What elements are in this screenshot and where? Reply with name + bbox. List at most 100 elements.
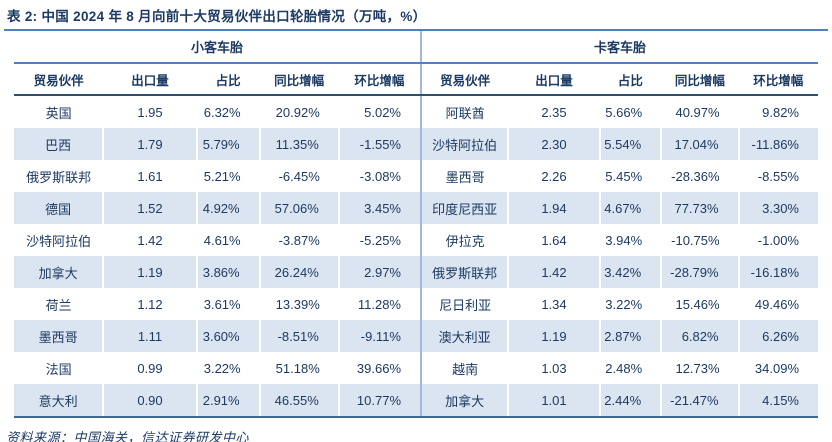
- table-row: 俄罗斯联邦 1.61 5.21% -6.45% -3.08%: [14, 160, 420, 192]
- volume-cell: 1.01: [507, 384, 600, 416]
- partner-cell: 德国: [14, 192, 104, 224]
- group-header-row: 卡客车胎: [421, 31, 818, 63]
- partner-cell: 沙特阿拉伯: [26, 233, 92, 249]
- partner-cell: 越南: [452, 361, 479, 377]
- partner-cell: 阿联酋: [445, 105, 485, 121]
- share-cell: 3.22%: [203, 360, 241, 376]
- mom-cell: 39.66%: [356, 360, 401, 376]
- share-cell: 2.48%: [605, 360, 643, 376]
- mom-cell: 34.09%: [754, 360, 799, 376]
- table-row: 墨西哥 1.11 3.60% -8.51% -9.11%: [14, 320, 420, 352]
- partner-cell: 印度尼西亚: [421, 192, 509, 224]
- mom-cell: 3.45%: [337, 192, 420, 224]
- group-header-row: 小客车胎: [14, 31, 420, 63]
- partner-cell: 加拿大: [421, 384, 509, 416]
- partner-cell: 伊拉克: [445, 233, 485, 249]
- table-row: 墨西哥 2.26 5.45% -28.36% -8.55%: [421, 160, 818, 192]
- share-cell: 4.61%: [203, 232, 241, 248]
- mom-cell: 6.26%: [737, 320, 818, 352]
- table-row: 加拿大 1.19 3.86% 26.24% 2.97%: [14, 256, 420, 288]
- mom-cell: -3.08%: [359, 168, 401, 184]
- mom-cell: -5.25%: [359, 232, 401, 248]
- mom-cell: 9.82%: [762, 104, 799, 120]
- yoy-cell: 26.24%: [258, 256, 339, 288]
- yoy-cell: 12.73%: [675, 360, 720, 376]
- yoy-cell: 40.97%: [675, 104, 720, 120]
- yoy-cell: -6.45%: [278, 168, 320, 184]
- share-cell: 3.94%: [605, 232, 643, 248]
- col-header-mom-growth: 环比增幅: [338, 62, 420, 96]
- volume-cell: 1.61: [137, 168, 163, 184]
- yoy-cell: -28.79%: [660, 256, 739, 288]
- table-row: 法国 0.99 3.22% 51.18% 39.66%: [14, 352, 420, 384]
- col-header-yoy-growth: 同比增幅: [661, 62, 739, 96]
- table-row: 巴西 1.79 5.79% 11.35% -1.55%: [14, 128, 420, 160]
- source-note: 资料来源：中国海关，信达证券研发中心: [6, 430, 250, 442]
- partner-cell: 法国: [45, 361, 72, 377]
- table-row: 越南 1.03 2.48% 12.73% 34.09%: [421, 352, 818, 384]
- table-row: 荷兰 1.12 3.61% 13.39% 11.28%: [14, 288, 420, 320]
- partner-cell: 意大利: [14, 384, 104, 416]
- share-cell: 2.91%: [195, 384, 260, 416]
- share-cell: 5.54%: [598, 128, 662, 160]
- yoy-cell: -10.75%: [671, 232, 720, 248]
- mom-cell: 10.77%: [337, 384, 420, 416]
- partner-cell: 巴西: [14, 128, 104, 160]
- partner-cell: 墨西哥: [14, 320, 104, 352]
- table-row: 意大利 0.90 2.91% 46.55% 10.77%: [14, 384, 420, 416]
- col-header-trade-partner: 贸易伙伴: [421, 62, 509, 96]
- col-header-export-volume: 出口量: [508, 62, 600, 96]
- volume-cell: 1.12: [137, 296, 163, 312]
- mom-cell: 2.97%: [337, 256, 420, 288]
- truck-bus-tire-table: 卡客车胎 贸易伙伴 出口量 占比 同比增幅 环比增幅 阿联酋 2.35 5.66% 4…: [420, 31, 818, 416]
- volume-cell: 1.34: [541, 296, 567, 312]
- volume-cell: 1.94: [507, 192, 600, 224]
- table-row: 英国 1.95 6.32% 20.92% 5.02%: [14, 95, 420, 128]
- mom-cell: 11.28%: [357, 296, 401, 312]
- col-header-export-volume: 出口量: [103, 62, 197, 96]
- yoy-cell: 51.18%: [275, 360, 320, 376]
- col-header-mom-growth: 环比增幅: [738, 62, 818, 96]
- partner-cell: 墨西哥: [445, 169, 485, 185]
- mom-cell: 5.02%: [364, 104, 401, 120]
- share-cell: 3.60%: [195, 320, 260, 352]
- partner-cell: 加拿大: [14, 256, 104, 288]
- mom-cell: -11.86%: [737, 128, 818, 160]
- yoy-cell: 11.35%: [258, 128, 339, 160]
- table-row: 沙特阿拉伯 1.42 4.61% -3.87% -5.25%: [14, 224, 420, 256]
- partner-cell: 尼日利亚: [439, 297, 492, 313]
- table-row: 印度尼西亚 1.94 4.67% 77.73% 3.30%: [421, 192, 818, 224]
- truck-bus-tire-rows: 阿联酋 2.35 5.66% 40.97% 9.82% 沙特阿拉伯 2.30 5.54% 17.…: [421, 95, 818, 416]
- yoy-cell: 77.73%: [660, 192, 739, 224]
- yoy-cell: -28.36%: [671, 168, 720, 184]
- partner-cell: 荷兰: [45, 297, 72, 313]
- partner-cell: 俄罗斯联邦: [26, 169, 92, 185]
- mom-cell: -16.18%: [737, 256, 818, 288]
- partner-cell: 澳大利亚: [421, 320, 509, 352]
- volume-cell: 1.64: [541, 232, 567, 248]
- passenger-tire-rows: 英国 1.95 6.32% 20.92% 5.02% 巴西 1.79 5.79% 11.35% -…: [14, 95, 420, 416]
- mom-cell: 3.30%: [737, 192, 818, 224]
- yoy-cell: -8.51%: [258, 320, 339, 352]
- mom-cell: -9.11%: [337, 320, 420, 352]
- col-header-yoy-growth: 同比增幅: [259, 62, 339, 96]
- yoy-cell: 17.04%: [660, 128, 739, 160]
- partner-cell: 俄罗斯联邦: [421, 256, 509, 288]
- col-header-share: 占比: [196, 62, 260, 96]
- share-cell: 5.45%: [605, 168, 643, 184]
- yoy-cell: 46.55%: [258, 384, 339, 416]
- share-cell: 3.42%: [598, 256, 662, 288]
- volume-cell: 1.19: [507, 320, 600, 352]
- yoy-cell: -21.47%: [660, 384, 739, 416]
- table-row: 尼日利亚 1.34 3.22% 15.46% 49.46%: [421, 288, 818, 320]
- volume-cell: 2.35: [541, 104, 567, 120]
- col-header-trade-partner: 贸易伙伴: [14, 62, 104, 96]
- volume-cell: 2.30: [507, 128, 600, 160]
- volume-cell: 1.79: [102, 128, 197, 160]
- partner-cell: 英国: [45, 105, 72, 121]
- share-cell: 5.66%: [605, 104, 643, 120]
- table-row: 加拿大 1.01 2.44% -21.47% 4.15%: [421, 384, 818, 416]
- volume-cell: 1.03: [541, 360, 567, 376]
- share-cell: 3.22%: [605, 296, 643, 312]
